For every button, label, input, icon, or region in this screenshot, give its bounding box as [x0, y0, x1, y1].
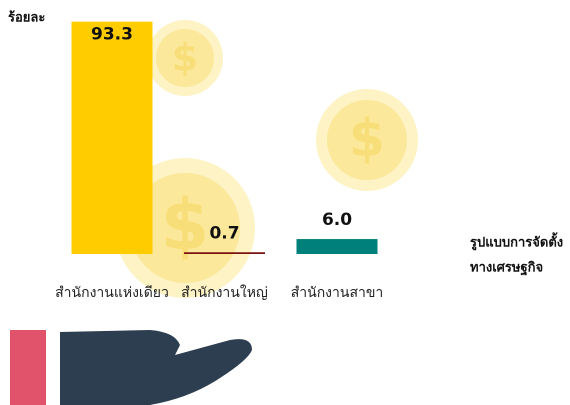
- bar: [184, 252, 265, 254]
- data-label: 0.7: [209, 223, 239, 243]
- bar: [296, 239, 378, 254]
- x-tick-label: สำนักงานแห่งเดียว: [55, 285, 169, 301]
- svg-text:$: $: [349, 109, 385, 169]
- x-tick-label: สำนักงานใหญ่: [181, 284, 268, 301]
- x-tick-label: สำนักงานสาขา: [291, 285, 384, 301]
- x-axis-label: ทางเศรษฐกิจ: [470, 261, 543, 277]
- data-label: 6.0: [322, 210, 352, 230]
- bar: [71, 21, 153, 255]
- svg-text:$: $: [172, 36, 198, 80]
- y-axis-label: ร้อยละ: [8, 10, 45, 26]
- x-axis-label: รูปแบบการจัดตั้ง: [470, 232, 563, 251]
- decoration: $ $ $: [10, 20, 418, 405]
- data-label: 93.3: [91, 25, 133, 45]
